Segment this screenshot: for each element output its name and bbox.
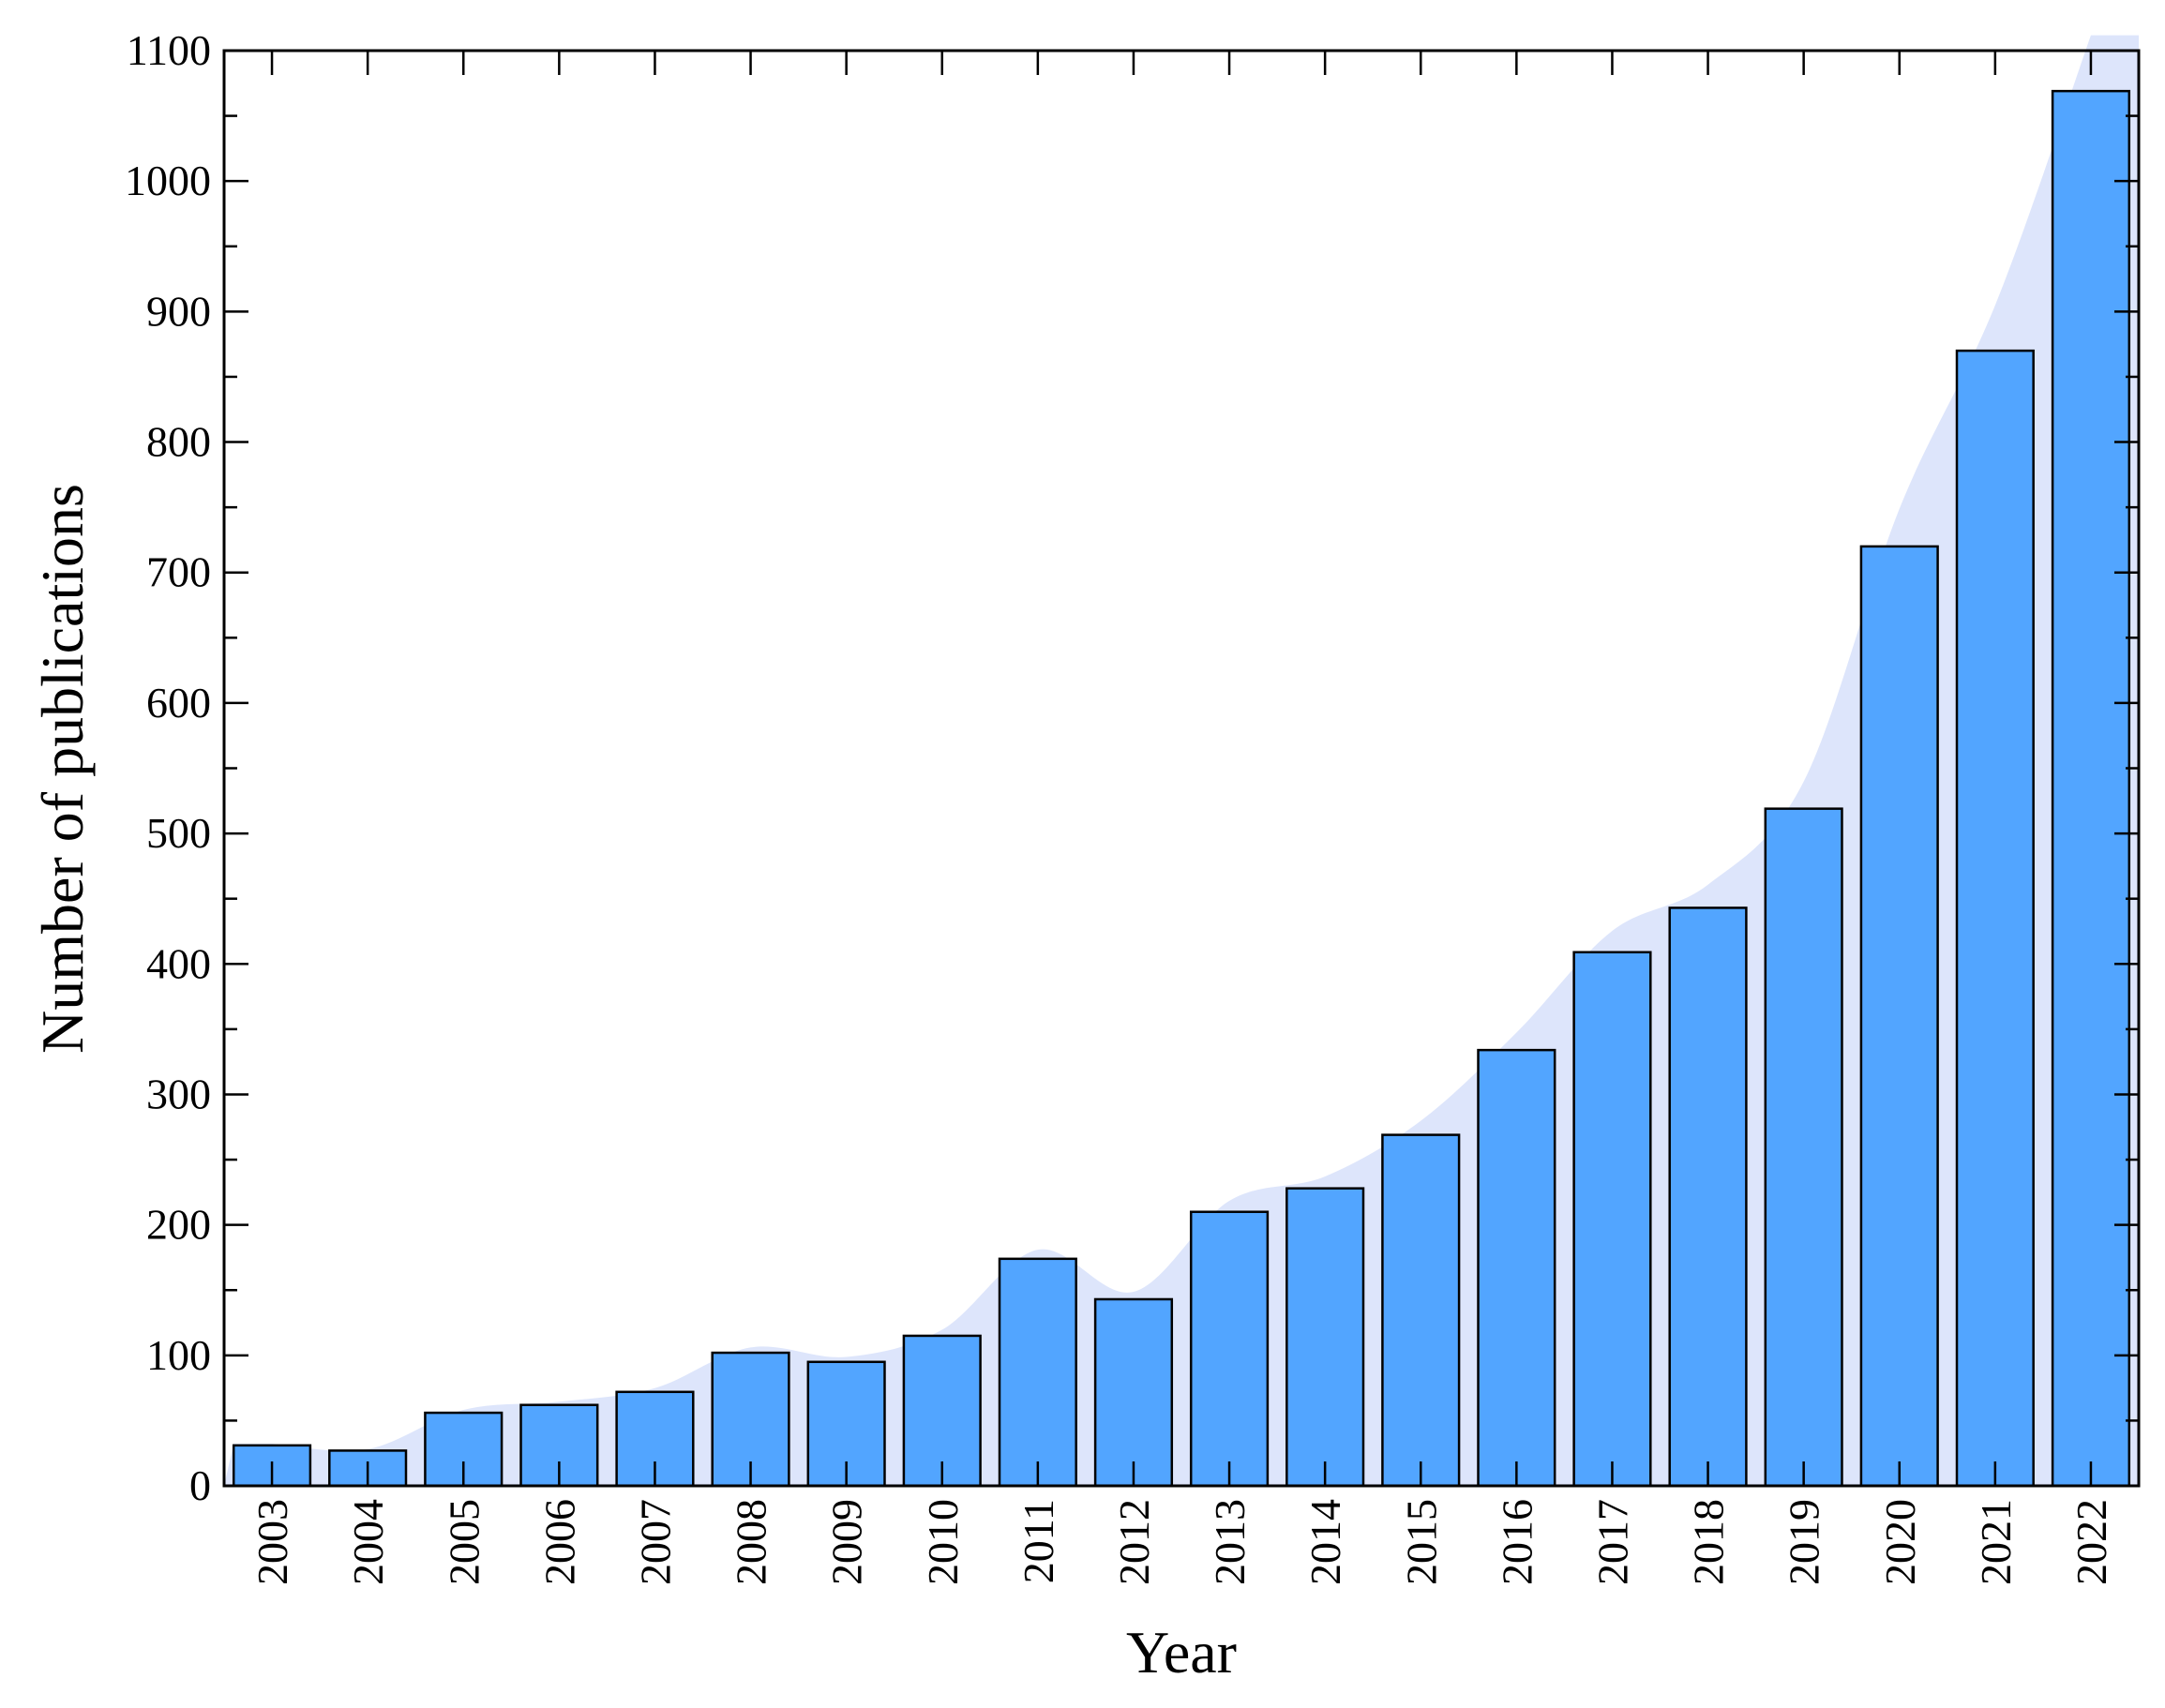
- y-tick-label: 900: [146, 287, 211, 335]
- x-tick-label: 2020: [1876, 1499, 1924, 1585]
- y-tick-label: 1100: [127, 26, 211, 74]
- x-tick-label: 2022: [2067, 1499, 2115, 1585]
- bar-2010: [902, 1334, 982, 1488]
- x-tick-label: 2010: [919, 1499, 967, 1585]
- x-tick-labels: 2003 2004 2005 2006 2007 2008 2009 2010 2011 2012…: [248, 1499, 2115, 1585]
- bar-2018: [1668, 906, 1748, 1488]
- x-tick-label: 2008: [728, 1499, 775, 1585]
- x-tick-label: 2013: [1206, 1499, 1254, 1585]
- bar-2013: [1189, 1210, 1270, 1488]
- bar-2014: [1285, 1187, 1365, 1488]
- x-tick-label: 2004: [344, 1499, 392, 1585]
- x-tick-label: 2007: [631, 1499, 679, 1585]
- x-tick-label: 2015: [1397, 1499, 1445, 1585]
- y-tick-label: 800: [146, 418, 211, 466]
- bar-2020: [1859, 545, 1939, 1488]
- x-tick-label: 2019: [1781, 1499, 1828, 1585]
- bar-2017: [1572, 951, 1652, 1488]
- y-axis-title: Number of publications: [29, 484, 96, 1054]
- x-tick-label: 2003: [248, 1499, 296, 1585]
- y-tick-label: 400: [146, 939, 211, 987]
- bar-2015: [1381, 1133, 1461, 1488]
- trend-area: [224, 35, 2139, 1487]
- bar-2022: [2051, 89, 2131, 1488]
- bar-2012: [1093, 1297, 1174, 1488]
- x-tick-label: 2014: [1301, 1499, 1349, 1585]
- trend-area-layer: [224, 35, 2139, 1487]
- y-tick-label: 0: [189, 1461, 211, 1509]
- bar-2016: [1477, 1048, 1556, 1488]
- bars-layer: [232, 89, 2131, 1488]
- bar-2019: [1764, 807, 1843, 1488]
- x-tick-label: 2005: [440, 1499, 488, 1585]
- y-tick-label: 1000: [125, 157, 211, 204]
- x-tick-label: 2021: [1972, 1499, 2020, 1585]
- y-tick-label: 200: [146, 1201, 211, 1249]
- x-axis-title: Year: [1126, 1619, 1237, 1686]
- x-tick-label: 2017: [1588, 1499, 1636, 1585]
- x-tick-label: 2009: [823, 1499, 871, 1585]
- y-tick-label: 100: [146, 1331, 211, 1379]
- plot-frame: [222, 49, 2141, 1488]
- y-tick-label: 300: [146, 1070, 211, 1117]
- y-tick-label: 500: [146, 809, 211, 857]
- x-tick-label: 2018: [1685, 1499, 1733, 1585]
- x-tick-label: 2016: [1493, 1499, 1541, 1585]
- bar-2011: [998, 1257, 1077, 1488]
- x-tick-label: 2011: [1015, 1499, 1062, 1583]
- y-tick-label: 600: [146, 679, 211, 727]
- y-tick-label: 700: [146, 548, 211, 596]
- x-tick-label: 2006: [535, 1499, 583, 1585]
- x-tick-label: 2012: [1110, 1499, 1158, 1585]
- ticks-layer: [224, 49, 2139, 1488]
- bar-2021: [1955, 349, 2035, 1488]
- y-tick-labels: 0 100 200 300 400 500 600 700 800 900 1000 1100: [125, 26, 211, 1509]
